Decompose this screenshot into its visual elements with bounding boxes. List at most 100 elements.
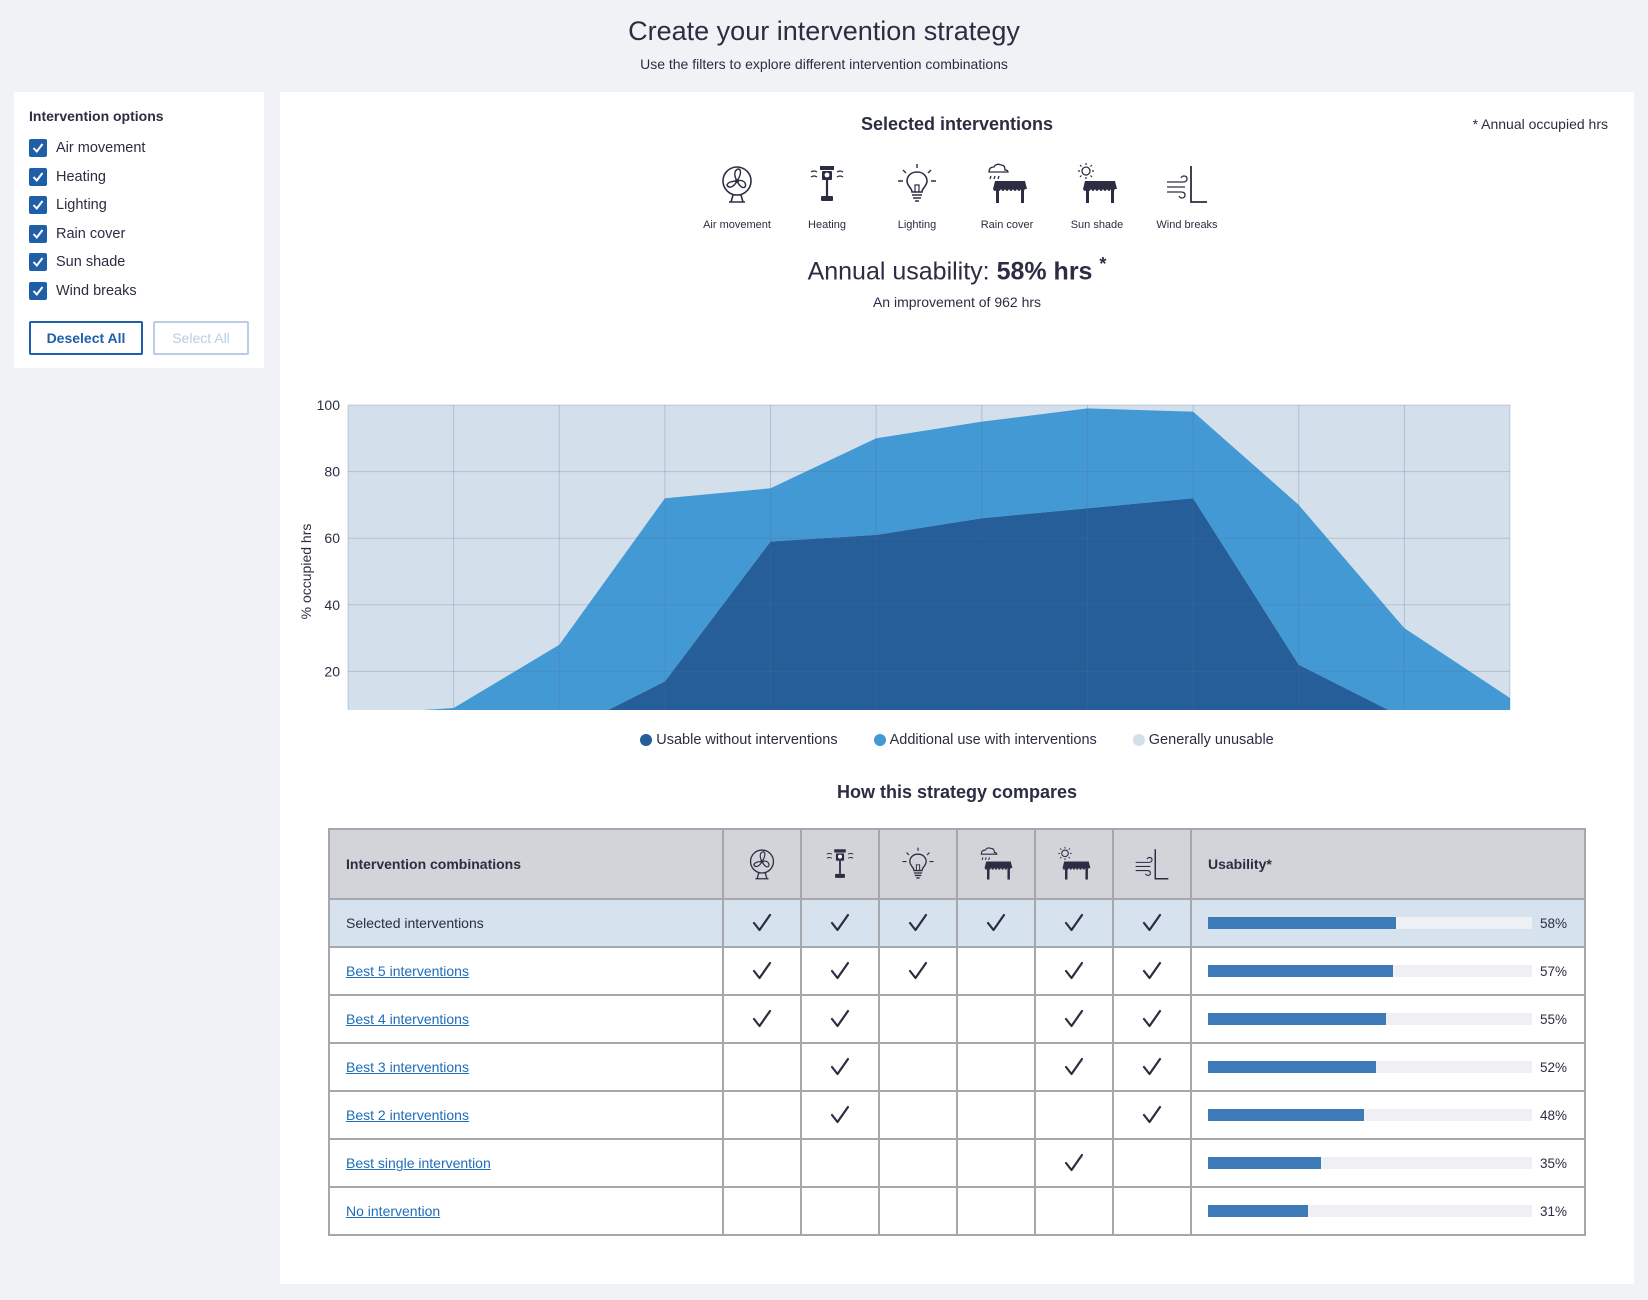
option-row[interactable]: Air movement [29, 134, 249, 163]
checkmark-icon [32, 229, 44, 239]
usability-value: 58% hrs [996, 257, 1093, 286]
intervention-label: Heating [808, 219, 846, 231]
checkmark-icon [1036, 1153, 1112, 1173]
checkmark-icon [1114, 1009, 1190, 1029]
usability-bar: 52% [1208, 1060, 1584, 1075]
combination-cell: Best 5 interventions [328, 946, 724, 996]
checkmark-icon [802, 1105, 878, 1125]
usability-cell: 31% [1190, 1186, 1586, 1236]
y-tick-label: 80 [324, 464, 340, 480]
option-row[interactable]: Wind breaks [29, 277, 249, 306]
y-tick-label: 100 [317, 397, 341, 413]
checkbox[interactable] [29, 139, 47, 158]
select-all-button[interactable]: Select All [153, 321, 249, 355]
combination-cell: Selected interventions [328, 898, 724, 948]
combination-cell: Best 2 interventions [328, 1090, 724, 1140]
option-row[interactable]: Rain cover [29, 220, 249, 249]
check-cell [956, 994, 1036, 1044]
header-combinations: Intervention combinations [328, 828, 724, 900]
usability-star: * [1099, 254, 1107, 274]
checkmark-icon [1036, 1009, 1112, 1029]
usability-bar-track [1208, 965, 1532, 977]
lightbulb-icon [880, 846, 956, 882]
combination-link[interactable]: Best single intervention [346, 1155, 491, 1171]
combination-link[interactable]: Best 2 interventions [346, 1107, 469, 1123]
selected-intervention-item: Air movement [692, 162, 782, 231]
usability-cell: 58% [1190, 898, 1586, 948]
usability-percent: 58% [1540, 915, 1568, 931]
usability-cell: 52% [1190, 1042, 1586, 1092]
header-fan-icon [722, 828, 802, 900]
annual-hours-note: * Annual occupied hrs [1472, 116, 1608, 132]
combination-cell: Best single intervention [328, 1138, 724, 1188]
usability-percent: 52% [1540, 1059, 1568, 1075]
rain-cover-icon [958, 846, 1034, 882]
combination-cell: No intervention [328, 1186, 724, 1236]
header-sun-shade-icon [1034, 828, 1114, 900]
checkmark-icon [724, 913, 800, 933]
legend-label: Generally unusable [1148, 732, 1274, 748]
check-cell [1112, 1138, 1192, 1188]
usability-cell: 48% [1190, 1090, 1586, 1140]
check-cell [1034, 994, 1114, 1044]
option-row[interactable]: Lighting [29, 191, 249, 220]
checkbox[interactable] [29, 167, 47, 186]
check-cell [800, 898, 880, 948]
check-cell [878, 1138, 958, 1188]
usability-bar-fill [1208, 1061, 1377, 1073]
combination-link[interactable]: Best 3 interventions [346, 1059, 469, 1075]
selected-intervention-item: Lighting [872, 162, 962, 231]
checkmark-icon [958, 913, 1034, 933]
y-tick-label: 20 [324, 663, 340, 679]
check-cell [1112, 994, 1192, 1044]
option-list: Air movement Heating Lighting Rain cover Sun… [29, 134, 249, 305]
check-cell [800, 1186, 880, 1236]
check-cell [878, 946, 958, 996]
checkmark-icon [1114, 1105, 1190, 1125]
selected-intervention-item: Wind breaks [1142, 162, 1232, 231]
selected-intervention-item: Sun shade [1052, 162, 1142, 231]
heater-icon [805, 162, 849, 211]
check-cell [1034, 1186, 1114, 1236]
checkbox[interactable] [29, 224, 47, 243]
checkmark-icon [880, 961, 956, 981]
combination-link[interactable]: Best 4 interventions [346, 1011, 469, 1027]
checkbox[interactable] [29, 196, 47, 215]
option-label: Lighting [56, 197, 107, 214]
checkbox[interactable] [29, 253, 47, 272]
usability-bar: 57% [1208, 964, 1584, 979]
check-cell [878, 1186, 958, 1236]
checkbox[interactable] [29, 281, 47, 300]
table-row: Best 3 interventions 52% [328, 1042, 1586, 1092]
legend-label: Additional use with interventions [889, 732, 1097, 748]
legend-item: Additional use with interventions [873, 732, 1097, 748]
header-lightbulb-icon [878, 828, 958, 900]
usability-bar-track [1208, 1109, 1532, 1121]
check-cell [1034, 1138, 1114, 1188]
usability-bar-fill [1208, 965, 1393, 977]
combination-link[interactable]: Best 5 interventions [346, 963, 469, 979]
option-label: Heating [56, 168, 106, 185]
deselect-all-button[interactable]: Deselect All [29, 321, 143, 355]
usability-percent: 48% [1540, 1107, 1568, 1123]
option-row[interactable]: Heating [29, 163, 249, 192]
filter-heading: Intervention options [29, 108, 164, 124]
combination-link[interactable]: No intervention [346, 1203, 441, 1219]
checkmark-icon [724, 1009, 800, 1029]
compare-heading: How this strategy compares [836, 782, 1078, 802]
option-row[interactable]: Sun shade [29, 248, 249, 277]
checkmark-icon [802, 913, 878, 933]
usability-cell: 35% [1190, 1138, 1586, 1188]
check-cell [878, 1090, 958, 1140]
usability-percent: 31% [1540, 1203, 1568, 1219]
lightbulb-icon [895, 162, 939, 211]
check-cell [722, 946, 802, 996]
usability-area-chart: 020406080100JanFebMarAprMayJunJulAugSepO… [298, 397, 1511, 710]
combination-label: Selected interventions [346, 915, 484, 931]
usability-bar-fill [1208, 1109, 1364, 1121]
checkmark-icon [1036, 1057, 1112, 1077]
legend-swatch [1132, 734, 1145, 746]
usability-cell: 55% [1190, 994, 1586, 1044]
header-wind-break-icon [1112, 828, 1192, 900]
table-row: Selected interventions 58% [328, 898, 1586, 948]
